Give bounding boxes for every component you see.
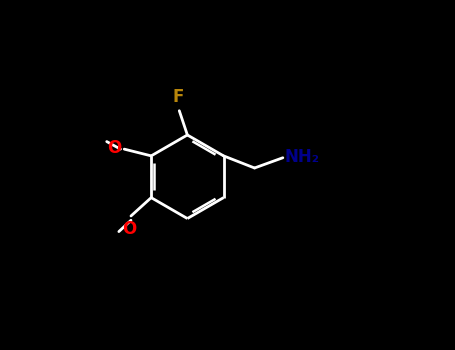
Text: O: O: [107, 139, 121, 157]
Text: F: F: [172, 88, 184, 106]
Text: O: O: [122, 220, 137, 238]
Text: NH₂: NH₂: [285, 148, 320, 166]
